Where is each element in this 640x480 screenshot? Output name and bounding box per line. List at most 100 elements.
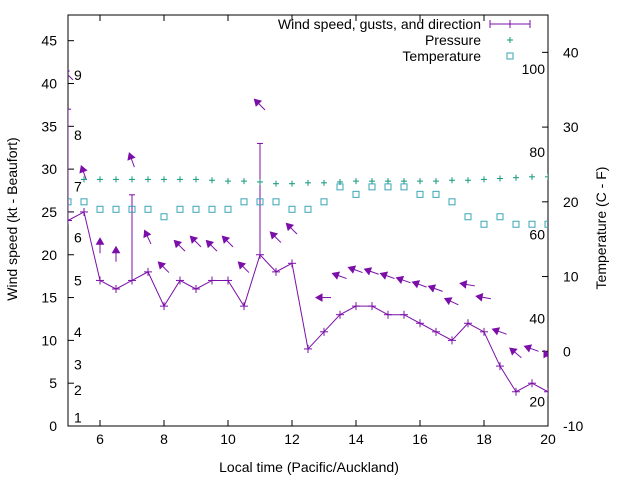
arrow-shaft (130, 157, 135, 168)
y-tick-label: 25 (41, 204, 57, 220)
arrow-shaft (546, 354, 548, 364)
temperature-point (512, 220, 520, 228)
fahrenheit-label: 80 (529, 144, 545, 160)
temperature-point (352, 190, 360, 198)
beaufort-label: 1 (74, 409, 82, 425)
temperature-point (464, 213, 472, 221)
wind-direction-arrow (253, 98, 266, 111)
pressure-point (129, 176, 135, 183)
pressure-point (161, 176, 167, 183)
arrow-shaft (513, 350, 522, 359)
wind-direction-arrow (491, 327, 507, 336)
y2-tick-label: 20 (563, 194, 579, 210)
arrow-shaft (480, 296, 491, 300)
y2-tick-label: -10 (563, 418, 583, 434)
beaufort-label: 2 (74, 382, 82, 398)
arrow-head (523, 344, 533, 353)
wind-speed-point (512, 387, 520, 396)
wind-direction-arrow (111, 245, 121, 262)
arrow-head (509, 347, 518, 356)
arrow-shaft (464, 283, 475, 287)
wind-direction-arrow (127, 152, 136, 168)
arrow-head (95, 237, 105, 245)
arrow-head (363, 267, 373, 276)
wind-direction-arrow (379, 271, 395, 280)
pressure-point (529, 173, 535, 180)
pressure-point (225, 178, 231, 185)
y-tick-label: 0 (49, 418, 57, 434)
y-tick-label: 15 (41, 290, 57, 306)
arrow-head (459, 280, 468, 289)
wind-speed-point (336, 310, 344, 319)
arrow-head (315, 293, 323, 302)
pressure-point (193, 176, 199, 183)
wind-direction-arrow (68, 68, 74, 81)
wind-direction-arrow (523, 344, 539, 353)
pressure-point (497, 175, 503, 182)
wind-speed-point (208, 276, 216, 285)
y2-tick-label: 10 (563, 269, 579, 285)
wind-speed-point (528, 379, 536, 388)
y-tick-label: 35 (41, 118, 57, 134)
arrow-head (157, 261, 167, 270)
temperature-point (288, 205, 296, 213)
arrow-shaft (209, 243, 218, 252)
wind-direction-arrow (363, 267, 379, 276)
arrow-head (475, 292, 484, 302)
arrow-head (111, 245, 121, 254)
temperature-point (68, 198, 72, 206)
pressure-point (433, 178, 439, 185)
wind-speed-point (272, 267, 280, 276)
temperature-point (128, 205, 136, 213)
arrow-shaft (353, 268, 363, 274)
temperature-point (208, 205, 216, 213)
temperature-point (336, 183, 344, 191)
arrow-head (127, 152, 136, 161)
arrow-shaft (225, 239, 234, 248)
pressure-point (97, 176, 103, 183)
arrow-head (443, 297, 453, 306)
beaufort-label: 9 (74, 67, 82, 83)
arrow-shaft (529, 347, 539, 352)
arrow-head (347, 265, 357, 274)
arrow-shaft (417, 283, 427, 288)
wind-speed-point (352, 302, 360, 311)
arrow-shaft (289, 226, 298, 235)
arrow-head (189, 235, 199, 244)
fahrenheit-label: 20 (529, 393, 545, 409)
temperature-point (432, 190, 440, 198)
arrow-head (269, 231, 279, 240)
temperature-point (80, 198, 88, 206)
fahrenheit-label: 100 (522, 61, 546, 77)
wind-speed-line (68, 211, 548, 393)
wind-speed-point (160, 302, 168, 311)
wind-direction-arrow (143, 229, 152, 245)
wind-direction-arrow (315, 293, 331, 302)
arrow-shaft (401, 278, 411, 284)
pressure-point (513, 174, 519, 181)
pressure-point (113, 176, 119, 183)
arrow-shaft (177, 243, 186, 252)
wind-direction-arrow (285, 222, 298, 235)
wind-speed-point (304, 344, 312, 353)
wind-direction-arrow (95, 237, 105, 254)
y-tick-label: 40 (41, 76, 57, 92)
wind-speed-point (176, 276, 184, 285)
wind-speed-point (112, 285, 120, 293)
wind-speed-point (192, 285, 200, 293)
pressure-point (385, 178, 391, 185)
arrow-head (331, 271, 341, 280)
y2-tick-label: 40 (563, 44, 579, 60)
legend-label-pressure: Pressure (425, 32, 481, 48)
x-axis-label: Local time (Pacific/Auckland) (219, 459, 399, 475)
temperature-point (400, 183, 408, 191)
temperature-point (480, 220, 488, 228)
temperature-point (384, 183, 392, 191)
pressure-point (241, 178, 247, 185)
wind-direction-arrow (347, 265, 363, 274)
temperature-point (544, 220, 548, 228)
temperature-point (240, 198, 248, 206)
x-tick-label: 18 (476, 431, 492, 447)
pressure-point (177, 176, 183, 183)
